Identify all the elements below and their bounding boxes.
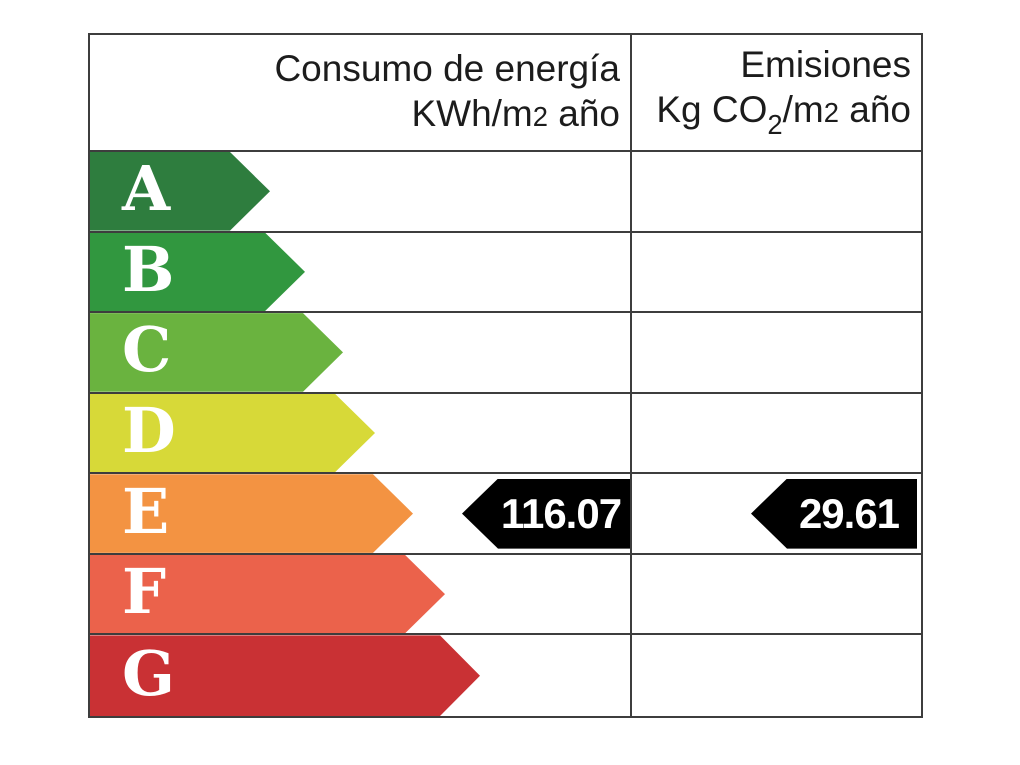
rating-letter-b: B [122, 232, 175, 306]
rating-arrow-a: A [90, 152, 270, 231]
rating-cell-a: A [90, 152, 632, 231]
emissions-value: 29.61 [798, 489, 900, 537]
rating-letter-d: D [122, 393, 176, 467]
rating-row-f: F [90, 554, 921, 636]
energy-rating-table: Consumo de energía KWh/m2 año Emisiones … [88, 33, 923, 718]
rating-letter-f: F [122, 555, 167, 629]
rating-row-e: E 116.07 29.61 [90, 474, 921, 555]
emissions-cell-c [632, 313, 921, 392]
consumption-value: 116.07 [500, 489, 622, 537]
rating-letter-c: C [122, 313, 172, 387]
emissions-cell-b [632, 233, 921, 312]
consumption-value-arrow: 116.07 [462, 478, 630, 549]
rating-row-d: D [90, 393, 921, 475]
rating-letter-g: G [122, 636, 175, 710]
emissions-cell-f [632, 555, 921, 634]
header-consumption: Consumo de energía KWh/m2 año [90, 35, 632, 150]
rating-row-b: B [90, 232, 921, 314]
emissions-cell-a [632, 152, 921, 231]
emissions-cell-e: 29.61 [632, 474, 921, 553]
rating-cell-e: E 116.07 [90, 474, 632, 553]
rating-row-c: C [90, 313, 921, 394]
emissions-title: Emisiones [740, 43, 911, 85]
rating-row-a: A [90, 152, 921, 233]
rating-arrow-c: C [90, 313, 343, 392]
rating-cell-d: D [90, 393, 632, 473]
rating-cell-c: C [90, 313, 632, 392]
header-row: Consumo de energía KWh/m2 año Emisiones … [90, 35, 921, 152]
rating-arrow-d: D [90, 394, 375, 473]
rating-cell-b: B [90, 232, 632, 312]
consumption-unit: KWh/m2 año [411, 93, 620, 134]
rating-letter-a: A [122, 152, 171, 226]
rating-arrow-b: B [90, 233, 305, 312]
emissions-cell-g [632, 635, 921, 716]
consumption-title: Consumo de energía [274, 48, 620, 89]
emissions-unit: Kg CO2/m2 año [656, 88, 911, 141]
rating-cell-g: G [90, 635, 632, 716]
emissions-cell-d [632, 394, 921, 473]
header-emissions: Emisiones Kg CO2/m2 año [632, 35, 921, 150]
rating-arrow-e: E [90, 474, 413, 553]
rating-arrow-g: G [90, 635, 480, 716]
rating-cell-f: F [90, 554, 632, 634]
emissions-value-arrow: 29.61 [751, 478, 917, 549]
rating-arrow-f: F [90, 555, 445, 634]
rating-row-g: G [90, 635, 921, 716]
rating-letter-e: E [122, 474, 170, 548]
